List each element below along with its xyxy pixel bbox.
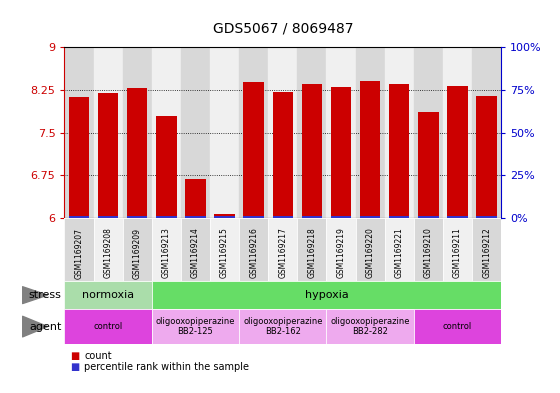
Bar — [360, 216, 380, 218]
Text: GSM1169215: GSM1169215 — [220, 228, 229, 278]
Text: GSM1169211: GSM1169211 — [453, 228, 462, 278]
Bar — [214, 213, 235, 218]
Bar — [472, 47, 501, 218]
Bar — [152, 281, 501, 309]
Bar — [331, 217, 351, 218]
Bar — [127, 88, 147, 218]
Text: GSM1169214: GSM1169214 — [191, 228, 200, 278]
Text: GSM1169208: GSM1169208 — [104, 228, 113, 278]
Bar — [297, 47, 326, 218]
Text: GSM1169221: GSM1169221 — [395, 228, 404, 278]
Text: GSM1169207: GSM1169207 — [74, 228, 83, 279]
Bar — [64, 309, 152, 344]
Bar — [273, 216, 293, 218]
Bar — [385, 47, 414, 218]
Bar — [210, 218, 239, 281]
Text: count: count — [84, 351, 111, 361]
Text: hypoxia: hypoxia — [305, 290, 348, 300]
Bar — [356, 218, 385, 281]
Text: GSM1169210: GSM1169210 — [424, 228, 433, 278]
Bar — [326, 309, 414, 344]
Bar — [181, 218, 210, 281]
Bar — [273, 92, 293, 218]
Bar — [94, 47, 123, 218]
Bar — [185, 179, 206, 218]
Bar — [181, 47, 210, 218]
Bar — [414, 47, 443, 218]
Text: oligooxopiperazine
BB2-162: oligooxopiperazine BB2-162 — [243, 317, 323, 336]
Bar — [414, 218, 443, 281]
Text: GSM1169217: GSM1169217 — [278, 228, 287, 278]
Bar — [214, 217, 235, 218]
Bar — [94, 218, 123, 281]
Bar — [98, 93, 118, 218]
Bar — [239, 47, 268, 218]
Bar — [418, 112, 438, 218]
Bar — [64, 281, 152, 309]
Bar — [331, 87, 351, 218]
Bar — [326, 218, 356, 281]
Bar — [326, 47, 356, 218]
Text: GSM1169213: GSM1169213 — [162, 228, 171, 278]
Bar — [418, 216, 438, 218]
Text: GSM1169219: GSM1169219 — [337, 228, 346, 278]
Text: control: control — [94, 322, 123, 331]
Bar — [389, 84, 409, 218]
Text: GSM1169209: GSM1169209 — [133, 228, 142, 279]
Bar — [472, 218, 501, 281]
Text: percentile rank within the sample: percentile rank within the sample — [84, 362, 249, 373]
Bar — [123, 218, 152, 281]
Bar — [244, 216, 264, 218]
Bar — [447, 86, 468, 218]
Bar — [385, 218, 414, 281]
Polygon shape — [22, 286, 48, 304]
Bar — [297, 218, 326, 281]
Polygon shape — [22, 316, 48, 337]
Bar — [356, 47, 385, 218]
Bar — [477, 95, 497, 218]
Text: GSM1169218: GSM1169218 — [307, 228, 316, 278]
Bar — [64, 218, 94, 281]
Text: ■: ■ — [70, 362, 80, 373]
Bar — [152, 47, 181, 218]
Bar — [64, 47, 94, 218]
Bar — [152, 309, 239, 344]
Text: control: control — [443, 322, 472, 331]
Text: oligooxopiperazine
BB2-282: oligooxopiperazine BB2-282 — [330, 317, 410, 336]
Bar — [156, 217, 176, 218]
Text: GSM1169216: GSM1169216 — [249, 228, 258, 278]
Bar — [98, 216, 118, 218]
Bar — [477, 217, 497, 218]
Bar — [239, 218, 268, 281]
Bar — [268, 218, 297, 281]
Bar — [443, 218, 472, 281]
Text: GSM1169212: GSM1169212 — [482, 228, 491, 278]
Bar — [443, 47, 472, 218]
Bar — [414, 309, 501, 344]
Bar — [389, 216, 409, 218]
Bar — [447, 216, 468, 218]
Bar — [302, 216, 322, 218]
Text: agent: agent — [29, 321, 62, 332]
Text: stress: stress — [29, 290, 62, 300]
Bar — [156, 116, 176, 218]
Bar — [185, 217, 206, 218]
Text: normoxia: normoxia — [82, 290, 134, 300]
Bar — [210, 47, 239, 218]
Text: ■: ■ — [70, 351, 80, 361]
Bar — [268, 47, 297, 218]
Bar — [123, 47, 152, 218]
Bar — [360, 81, 380, 218]
Text: GSM1169220: GSM1169220 — [366, 228, 375, 278]
Bar — [239, 309, 326, 344]
Text: oligooxopiperazine
BB2-125: oligooxopiperazine BB2-125 — [156, 317, 235, 336]
Bar — [127, 216, 147, 218]
Bar — [152, 218, 181, 281]
Bar — [69, 216, 89, 218]
Bar — [302, 84, 322, 218]
Text: GDS5067 / 8069487: GDS5067 / 8069487 — [213, 22, 353, 36]
Bar — [244, 83, 264, 218]
Bar — [69, 97, 89, 218]
